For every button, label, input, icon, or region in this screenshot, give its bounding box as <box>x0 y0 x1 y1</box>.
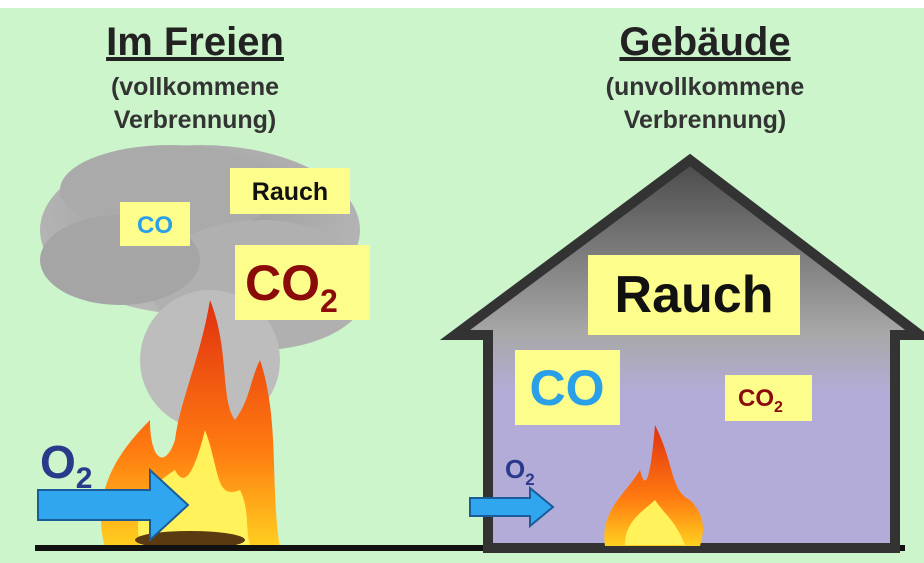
label-sub: 2 <box>774 399 783 416</box>
label-main: O <box>40 436 76 488</box>
diagram: Im Freien (vollkommene Verbrennung) Gebä… <box>0 0 924 563</box>
subtitle: Verbrennung) <box>624 106 787 134</box>
label-co: CO <box>530 360 605 416</box>
label-main: CO <box>245 255 320 311</box>
subtitle: (unvollkommene <box>606 73 805 101</box>
label-sub: 2 <box>525 470 534 489</box>
label-main: CO <box>738 385 774 412</box>
label-main: O <box>505 454 525 484</box>
page: {"left": {"title": "Im Freien", "subtitl… <box>0 0 924 563</box>
label-rauch: Rauch <box>252 178 328 206</box>
subtitle: (vollkommene <box>111 73 279 101</box>
title: Gebäude <box>619 20 790 64</box>
title: Im Freien <box>106 20 284 64</box>
label-co: CO <box>137 212 173 239</box>
subtitle: Verbrennung) <box>114 106 277 134</box>
label-sub: 2 <box>76 462 93 495</box>
label-sub: 2 <box>320 283 338 319</box>
label-rauch: Rauch <box>615 266 774 324</box>
